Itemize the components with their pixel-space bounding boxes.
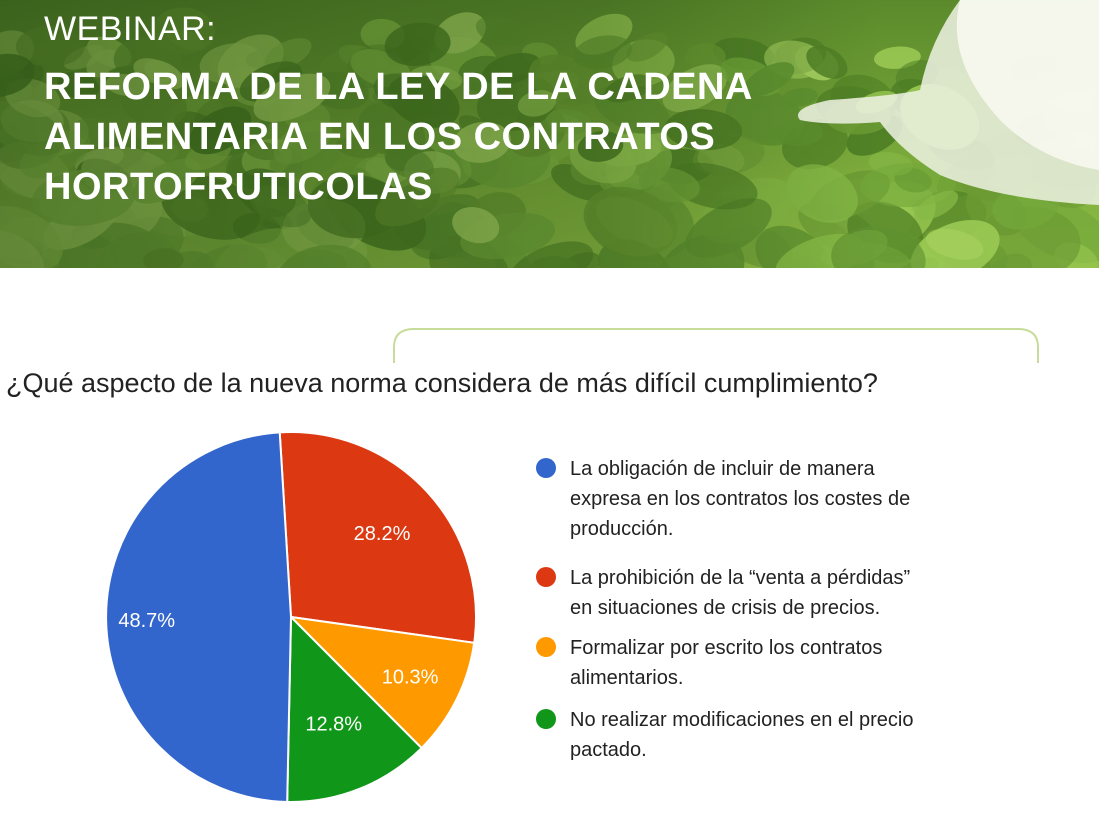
legend-label: La obligación de incluir de manera expre… <box>570 458 911 540</box>
banner-title-line-3: HORTOFRUTICOLAS <box>44 166 433 208</box>
legend-label: Formalizar por escrito los contratos ali… <box>570 637 883 689</box>
pie-chart: 28.2% 10.3% 12.8% 48.7% <box>105 431 477 803</box>
banner-kicker: WEBINAR: <box>44 10 217 48</box>
poll-question: ¿Qué aspecto de la nueva norma considera… <box>6 368 878 398</box>
webinar-banner: WEBINAR: REFORMA DE LA LEY DE LA CADENA … <box>0 0 1099 268</box>
legend-swatch <box>536 637 556 657</box>
banner-title-line-2: ALIMENTARIA EN LOS CONTRATOS <box>44 116 716 158</box>
pie-slice-2 <box>278 431 477 644</box>
pie-slice-label-2: 28.2% <box>354 523 411 545</box>
legend-swatch <box>536 709 556 729</box>
legend-label: La prohibición de la “venta a pérdidas” … <box>570 567 911 619</box>
pie-slice-3 <box>288 615 476 750</box>
legend-label: No realizar modificaciones en el precio … <box>570 709 914 761</box>
legend-swatch <box>536 458 556 478</box>
pie-slice-1 <box>105 431 293 803</box>
hand-illustration <box>798 0 1099 205</box>
banner-title-line-1: REFORMA DE LA LEY DE LA CADENA <box>44 66 753 108</box>
legend-swatch <box>536 567 556 587</box>
pie-slice-label-3: 10.3% <box>382 667 439 689</box>
pie-slice-label-4: 12.8% <box>305 714 362 736</box>
pie-slice-4 <box>286 614 424 803</box>
decorative-frame <box>393 328 1039 363</box>
pie-slice-label-1: 48.7% <box>118 610 175 632</box>
